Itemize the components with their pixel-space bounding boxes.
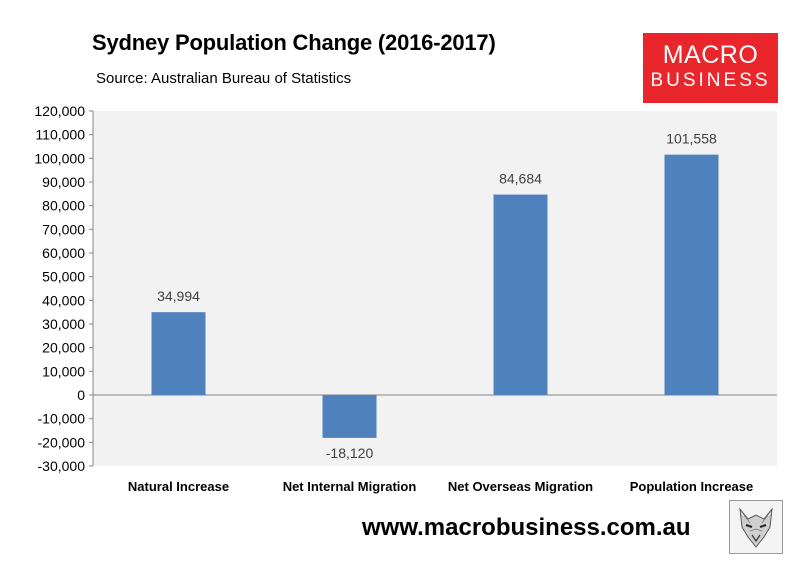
data-label: 34,994: [157, 288, 200, 304]
bar: [664, 154, 719, 395]
y-tick-label: 50,000: [42, 269, 85, 285]
y-tick-label: 100,000: [34, 150, 85, 166]
data-label: 101,558: [666, 131, 717, 147]
y-tick-label: 110,000: [35, 127, 85, 143]
bar-chart: -30,000 -20,000 -10,000 0 10,000 20,000 30,000…: [34, 103, 777, 494]
y-tick-label: 80,000: [42, 198, 85, 214]
category-label: Natural Increase: [128, 479, 229, 494]
logo-line-business: BUSINESS: [650, 70, 771, 91]
website-url[interactable]: www.macrobusiness.com.au: [362, 514, 691, 541]
macrobusiness-logo[interactable]: MACRO BUSINESS: [643, 33, 778, 103]
bar: [493, 194, 548, 395]
data-label: -18,120: [326, 445, 374, 461]
y-tick-label: 0: [77, 387, 85, 403]
bar: [151, 312, 206, 395]
y-tick-label: 20,000: [42, 340, 85, 356]
y-tick-label: 90,000: [42, 174, 85, 190]
data-label: 84,684: [499, 171, 542, 187]
logo-line-macro: MACRO: [662, 41, 759, 69]
y-tick-label: 10,000: [42, 363, 85, 379]
wolf-icon: [729, 500, 783, 554]
category-label: Net Overseas Migration: [448, 479, 593, 494]
y-tick-label: 70,000: [42, 221, 85, 237]
category-label: Population Increase: [630, 479, 754, 494]
chart-source: Source: Australian Bureau of Statistics: [96, 70, 352, 87]
y-tick-label: -20,000: [38, 434, 86, 450]
y-tick-label: -30,000: [38, 458, 86, 474]
y-tick-label: 40,000: [42, 292, 85, 308]
plot-area: [93, 111, 777, 466]
y-tick-label: 30,000: [42, 316, 85, 332]
category-label: Net Internal Migration: [283, 479, 417, 494]
y-tick-label: 60,000: [42, 245, 85, 261]
y-tick-label: 120,000: [34, 103, 85, 119]
y-tick-label: -10,000: [38, 411, 86, 427]
chart-title: Sydney Population Change (2016-2017): [92, 30, 496, 55]
bar: [322, 395, 377, 438]
